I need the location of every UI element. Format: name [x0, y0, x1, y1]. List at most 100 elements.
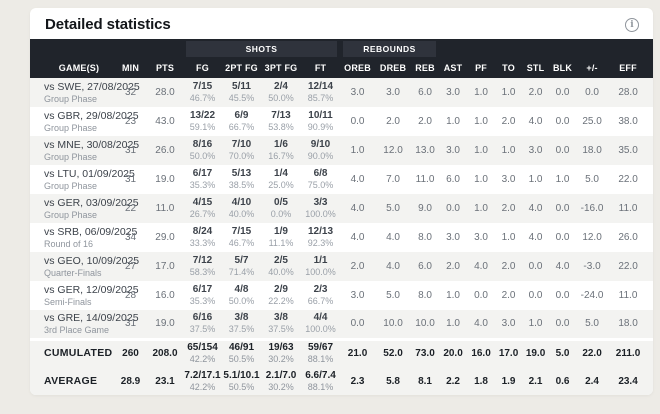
min-value: 28.9 — [120, 375, 141, 387]
reb-value: 6.0 — [418, 87, 432, 98]
oreb-value: 1.0 — [350, 145, 365, 156]
col-fg: FG — [183, 57, 222, 78]
fg3pt-percentage: 11.1% — [268, 238, 294, 248]
fg2pt-cell: 5/13 38.5% — [222, 165, 261, 194]
fg2pt-made-attempted: 3/8 — [234, 312, 249, 324]
pts-value: 17.0 — [155, 261, 175, 272]
fg3pt-cell: 0/5 0.0% — [261, 194, 301, 223]
dreb-value: 5.0 — [386, 203, 400, 214]
oreb-value: 3.0 — [350, 290, 365, 301]
ft-cell: 2/3 66.7% — [301, 281, 340, 310]
fg-made-attempted: 7/15 — [192, 81, 213, 92]
oreb-value: 0.0 — [350, 318, 365, 330]
eff-value: 18.0 — [618, 318, 638, 330]
stl-value: 19.0 — [525, 348, 546, 360]
oreb-value: 4.0 — [350, 232, 365, 243]
game-label: vs GRE, 14/09/2025 — [44, 311, 139, 324]
col-oreb: OREB — [340, 57, 376, 78]
eff-value: 11.0 — [618, 203, 638, 214]
ft-percentage: 66.7% — [307, 296, 334, 306]
ft-percentage: 92.3% — [307, 238, 334, 248]
reb-value: 9.0 — [418, 203, 432, 214]
game-phase-label: Semi-Finals — [44, 296, 92, 307]
fg2pt-made-attempted: 6/9 — [234, 110, 249, 121]
fg2pt-percentage: 50.5% — [228, 354, 255, 365]
to-value: 1.9 — [501, 375, 516, 387]
reb-value: 73.0 — [415, 348, 435, 360]
blk-value: 1.0 — [555, 174, 570, 185]
game-label: vs MNE, 30/08/2025 — [44, 138, 140, 151]
fg-percentage: 59.1% — [189, 122, 216, 132]
ast-value: 2.2 — [446, 375, 460, 387]
fg3pt-made-attempted: 3/8 — [274, 312, 288, 324]
fg3pt-cell: 7/13 53.8% — [261, 107, 301, 136]
ft-percentage: 90.9% — [307, 122, 334, 132]
column-header-row: GAME(S) MIN PTS FG 2PT FG 3PT FG FT OREB… — [30, 57, 653, 78]
ft-cell: 10/11 90.9% — [301, 107, 340, 136]
eff-value: 11.0 — [618, 290, 638, 301]
pf-value: 1.0 — [474, 203, 488, 214]
oreb-value: 0.0 — [350, 116, 365, 127]
fg3pt-percentage: 40.0% — [268, 267, 294, 277]
ast-value: 3.0 — [446, 232, 460, 243]
fg-percentage: 42.2% — [189, 354, 216, 365]
pf-value: 1.0 — [474, 116, 488, 127]
fg3pt-percentage: 25.0% — [268, 180, 294, 190]
blk-value: 0.0 — [555, 232, 570, 243]
game-label: CUMULATED — [44, 347, 113, 360]
fg3pt-cell: 1/9 11.1% — [261, 223, 301, 252]
fg2pt-percentage: 71.4% — [228, 267, 255, 277]
game-phase-label: 3rd Place Game — [44, 324, 110, 335]
plusminus-value: 12.0 — [582, 232, 602, 243]
oreb-value: 21.0 — [347, 348, 368, 360]
fg3pt-cell: 3/8 37.5% — [261, 310, 301, 339]
pts-value: 16.0 — [155, 290, 175, 301]
reb-value: 6.0 — [418, 261, 432, 272]
eff-value: 22.0 — [618, 261, 638, 272]
col-dreb: DREB — [375, 57, 412, 78]
ft-percentage: 90.0% — [307, 151, 334, 161]
fg2pt-percentage: 50.5% — [228, 381, 255, 392]
fg3pt-percentage: 37.5% — [268, 324, 294, 335]
fg2pt-percentage: 38.5% — [228, 180, 255, 190]
blk-value: 0.6 — [555, 375, 570, 387]
info-icon[interactable]: i — [625, 17, 639, 32]
ast-value: 1.0 — [446, 290, 460, 301]
dreb-value: 5.0 — [386, 290, 400, 301]
eff-value: 211.0 — [615, 348, 641, 360]
blk-value: 0.0 — [555, 290, 570, 301]
eff-value: 35.0 — [618, 145, 638, 156]
pts-value: 28.0 — [155, 87, 175, 98]
fg-cell: 65/154 42.2% — [183, 339, 222, 367]
fg-cell: 7.2/17.1 42.2% — [183, 367, 222, 395]
dreb-value: 52.0 — [383, 348, 403, 360]
ft-made-attempted: 12/14 — [308, 81, 334, 92]
fg-cell: 6/17 35.3% — [183, 281, 222, 310]
fg-made-attempted: 8/24 — [192, 226, 213, 237]
table-row: vs GER, 12/09/2025 Semi-Finals 28 16.0 6… — [30, 281, 653, 310]
pf-value: 0.0 — [474, 290, 488, 301]
ast-value: 0.0 — [446, 203, 460, 214]
table-row: vs LTU, 01/09/2025 Group Phase 31 19.0 6… — [30, 165, 653, 194]
stl-value: 3.0 — [528, 145, 543, 156]
eff-value: 22.0 — [618, 174, 638, 185]
fg-cell: 13/22 59.1% — [183, 107, 222, 136]
fg3pt-percentage: 22.2% — [268, 296, 294, 306]
fg3pt-made-attempted: 2.1/7.0 — [265, 369, 297, 381]
fg2pt-cell: 5/7 71.4% — [222, 252, 261, 281]
fg3pt-percentage: 53.8% — [268, 122, 294, 132]
oreb-value: 2.3 — [350, 375, 365, 387]
fg2pt-percentage: 45.5% — [228, 93, 255, 103]
reb-value: 2.0 — [418, 116, 432, 127]
game-label: vs GER, 12/09/2025 — [44, 283, 139, 296]
game-cell: vs SRB, 06/09/2025 Round of 16 — [30, 223, 138, 252]
game-phase-label: Group Phase — [44, 122, 98, 133]
game-phase-label: Group Phase — [44, 180, 98, 191]
game-label: vs SRB, 06/09/2025 — [44, 225, 138, 238]
dreb-value: 4.0 — [386, 261, 400, 272]
plusminus-value: 0.0 — [585, 87, 599, 98]
min-value: 34 — [124, 232, 137, 243]
fg2pt-cell: 5.1/10.1 50.5% — [222, 367, 261, 395]
game-label: AVERAGE — [44, 374, 98, 387]
ft-made-attempted: 3/3 — [313, 197, 328, 208]
